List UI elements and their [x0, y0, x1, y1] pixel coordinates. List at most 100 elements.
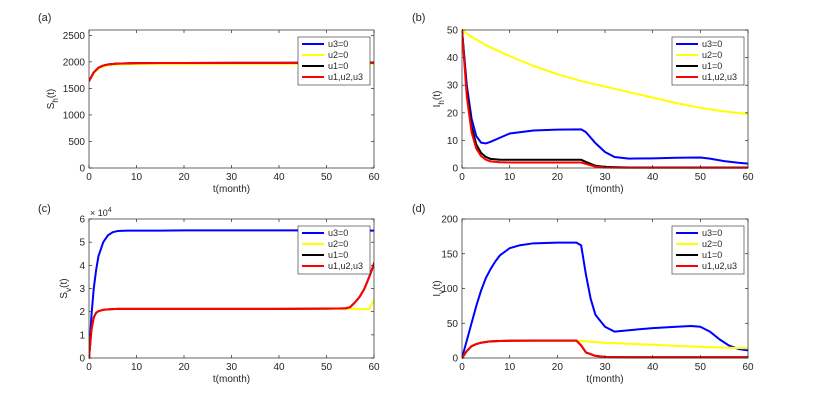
legend-label: u2=0 — [702, 239, 722, 249]
x-axis-label: t(month) — [213, 374, 250, 385]
x-tick-label: 60 — [368, 172, 380, 183]
panel-label: (d) — [412, 203, 425, 215]
legend-label: u3=0 — [328, 228, 348, 238]
y-tick-label: 150 — [441, 249, 458, 260]
y-tick-label: 50 — [447, 319, 459, 330]
x-tick-label: 10 — [131, 172, 143, 183]
x-tick-label: 0 — [86, 172, 92, 183]
y-tick-label: 5 — [79, 238, 85, 249]
y-tick-label: 1500 — [63, 84, 86, 95]
y-axis-label: Sh(t) — [46, 89, 60, 110]
x-tick-label: 60 — [742, 362, 754, 373]
y-tick-label: 100 — [441, 284, 458, 295]
legend-label: u1=0 — [328, 61, 348, 71]
y-tick-label: 4 — [79, 261, 85, 272]
y-tick-label: 10 — [447, 136, 459, 147]
y-tick-label: 0 — [452, 354, 458, 365]
series-line-u1-u2-u3 — [462, 339, 748, 359]
y-tick-label: 50 — [447, 26, 459, 37]
legend-label: u1=0 — [702, 61, 722, 71]
legend: u3=0u2=0u1=0u1,u2,u3 — [297, 36, 371, 86]
series-line-u3-0 — [462, 241, 748, 359]
x-tick-label: 50 — [321, 172, 333, 183]
legend: u3=0u2=0u1=0u1,u2,u3 — [297, 225, 371, 275]
panel-label: (a) — [38, 12, 51, 24]
legend-label: u3=0 — [702, 39, 722, 49]
chart-c: (c) 0 10 20 30 40 50 60 0 1 2 3 4 5 6 × 104 t(month) Sv(t… — [38, 203, 380, 385]
series-line-u1-u2-u3 — [89, 262, 374, 359]
series-group — [462, 241, 748, 359]
y-tick-label: 500 — [68, 137, 85, 148]
x-tick-label: 20 — [552, 362, 564, 373]
series-group — [89, 229, 374, 359]
y-axis-label: Iv(t) — [432, 280, 446, 296]
legend-label: u1,u2,u3 — [702, 72, 737, 82]
x-axis-label: t(month) — [586, 374, 623, 385]
y-tick-label: 0 — [79, 354, 85, 365]
x-tick-label: 60 — [368, 362, 380, 373]
y-tick-label: 1 — [79, 330, 85, 341]
x-axis-label: t(month) — [586, 184, 623, 195]
x-tick-label: 40 — [647, 362, 659, 373]
y-tick-label: 2500 — [63, 31, 86, 42]
chart-b: (b) 0 10 20 30 40 50 60 0 10 20 30 40 50 t(month) Ih(t)… — [412, 12, 754, 195]
chart-a: (a) 0 10 20 30 40 50 60 0 500 1000 1500 2000 2500 t(mo… — [38, 12, 380, 195]
legend-label: u1,u2,u3 — [328, 261, 363, 271]
legend-label: u2=0 — [328, 50, 348, 60]
x-tick-label: 30 — [599, 172, 611, 183]
legend-label: u1,u2,u3 — [328, 72, 363, 82]
x-tick-label: 50 — [695, 172, 707, 183]
x-tick-label: 40 — [273, 362, 285, 373]
x-tick-label: 10 — [504, 362, 516, 373]
y-tick-label: 200 — [441, 215, 458, 226]
legend-label: u1=0 — [328, 250, 348, 260]
legend-label: u2=0 — [328, 239, 348, 249]
series-line-u3-0 — [89, 229, 374, 359]
legend-label: u3=0 — [328, 39, 348, 49]
y-tick-label: 3 — [79, 284, 85, 295]
series-line-u3-0 — [462, 29, 748, 165]
y-tick-label: 20 — [447, 108, 459, 119]
y-tick-label: 30 — [447, 81, 459, 92]
y-tick-label: 2 — [79, 307, 85, 318]
y-tick-label: 0 — [79, 164, 85, 175]
x-tick-label: 40 — [647, 172, 659, 183]
legend-label: u1,u2,u3 — [702, 261, 737, 271]
x-tick-label: 20 — [178, 362, 190, 373]
chart-d: (d) 0 10 20 30 40 50 60 0 50 100 150 200 t(month) Iv(t… — [412, 203, 754, 385]
y-tick-label: 6 — [79, 215, 85, 226]
x-tick-label: 10 — [504, 172, 516, 183]
x-tick-label: 40 — [273, 172, 285, 183]
panel-label: (c) — [38, 203, 51, 215]
y-tick-label: 2000 — [63, 57, 86, 68]
series-group — [89, 61, 374, 82]
x-tick-label: 30 — [226, 172, 238, 183]
y-axis-label: Ih(t) — [432, 91, 446, 108]
x-tick-label: 50 — [695, 362, 707, 373]
y-tick-label: 40 — [447, 53, 459, 64]
x-tick-label: 30 — [599, 362, 611, 373]
series-line-u2-0 — [462, 29, 748, 116]
series-line-u1-u2-u3 — [89, 61, 374, 82]
x-tick-label: 0 — [459, 362, 465, 373]
x-tick-label: 60 — [742, 172, 754, 183]
y-tick-label: 0 — [452, 164, 458, 175]
y-axis-label: Sv(t) — [59, 278, 73, 298]
x-tick-label: 0 — [459, 172, 465, 183]
x-tick-label: 30 — [226, 362, 238, 373]
legend-label: u1=0 — [702, 250, 722, 260]
y-tick-label: 1000 — [63, 110, 86, 121]
x-tick-label: 10 — [131, 362, 143, 373]
legend: u3=0u2=0u1=0u1,u2,u3 — [671, 36, 745, 86]
y-exponent-label: × 104 — [90, 207, 112, 218]
x-tick-label: 20 — [552, 172, 564, 183]
x-tick-label: 50 — [321, 362, 333, 373]
x-tick-label: 0 — [86, 362, 92, 373]
legend: u3=0u2=0u1=0u1,u2,u3 — [671, 225, 745, 275]
legend-label: u3=0 — [702, 228, 722, 238]
x-tick-label: 20 — [178, 172, 190, 183]
x-axis-label: t(month) — [213, 184, 250, 195]
panel-label: (b) — [412, 12, 425, 24]
legend-label: u2=0 — [702, 50, 722, 60]
